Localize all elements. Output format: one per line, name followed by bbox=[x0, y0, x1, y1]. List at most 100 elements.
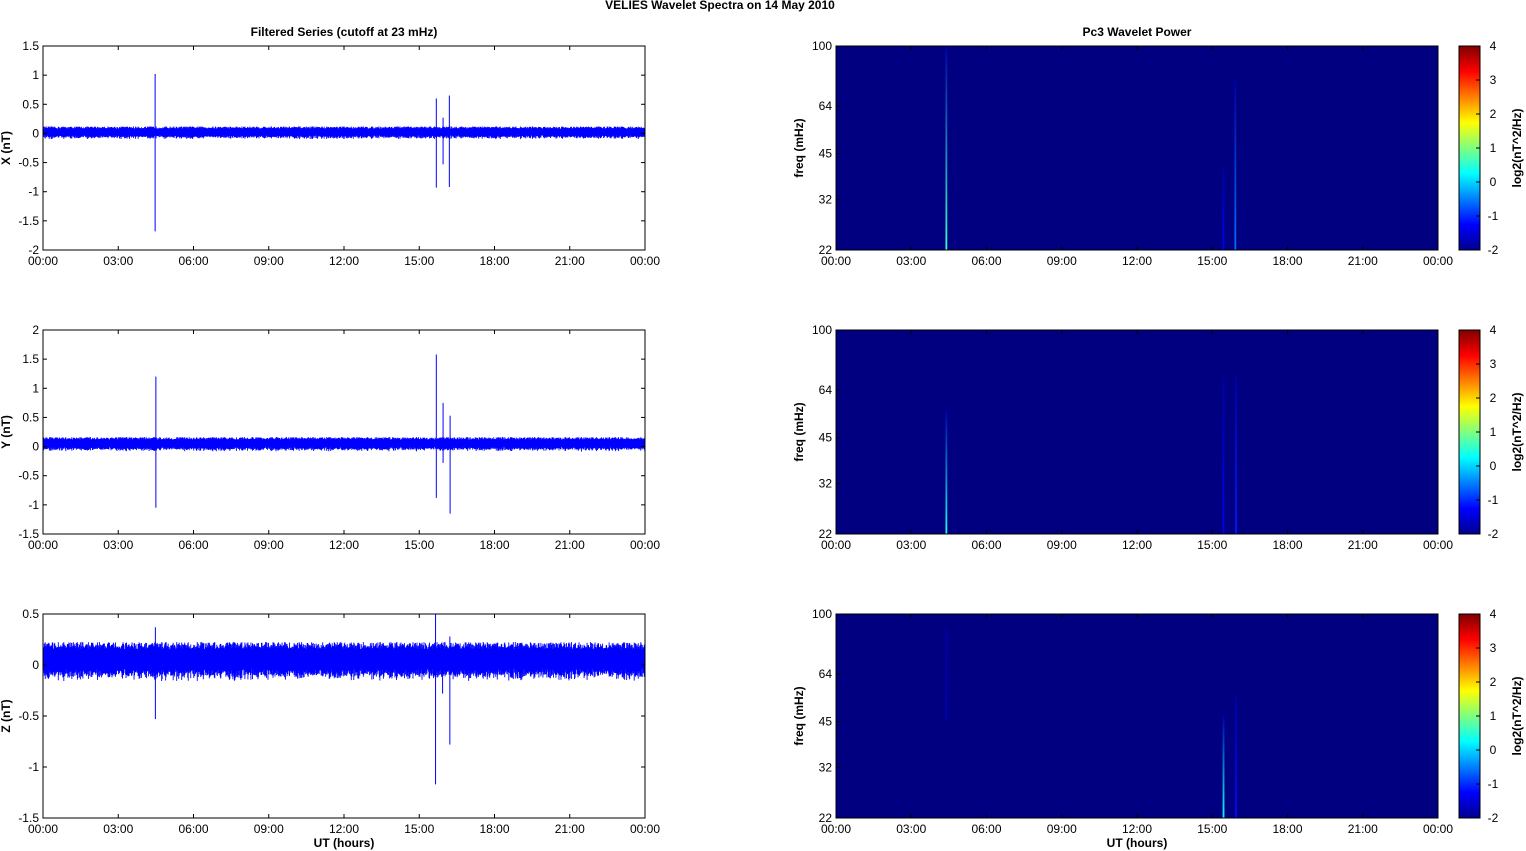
spectrogram-x-colorbar-tick-label: 4 bbox=[1490, 39, 1497, 53]
spectrogram-z-colorbar-tick-label: 3 bbox=[1490, 641, 1497, 655]
spectrogram-x-streak bbox=[1222, 169, 1225, 250]
spectrogram-y-ytick-label: 45 bbox=[819, 431, 833, 445]
spectrogram-y-background bbox=[836, 330, 1438, 534]
right-column-title: Pc3 Wavelet Power bbox=[1083, 25, 1192, 39]
series-z-xtick-label: 00:00 bbox=[28, 822, 58, 836]
spectrogram-z-xtick-label: 18:00 bbox=[1272, 822, 1302, 836]
series-z-xtick-label: 15:00 bbox=[404, 822, 434, 836]
series-y-xtick-label: 03:00 bbox=[103, 538, 133, 552]
series-x-ytick-label: -1 bbox=[28, 185, 39, 199]
spectrogram-y-xtick-label: 15:00 bbox=[1197, 538, 1227, 552]
spectrogram-x-xtick-label: 21:00 bbox=[1348, 254, 1378, 268]
spectrogram-z-xtick-label: 00:00 bbox=[821, 822, 851, 836]
spectrogram-z-xtick-label: 12:00 bbox=[1122, 822, 1152, 836]
series-x-xtick-label: 18:00 bbox=[479, 254, 509, 268]
spectrogram-y-xtick-label: 03:00 bbox=[896, 538, 926, 552]
spectrogram-z-ytick-label: 45 bbox=[819, 715, 833, 729]
spectrogram-y-ytick-label: 64 bbox=[819, 383, 833, 397]
spectrogram-y-colorbar-tick-label: 2 bbox=[1490, 391, 1497, 405]
series-z-ylabel: Z (nT) bbox=[0, 699, 13, 732]
series-x-panel: -2 -1.5 -1 -0.5 0 0.5 1 1.5 00:00 03:00 06:00 09:00… bbox=[0, 39, 660, 268]
spectrogram-z-colorbar-tick-label: 0 bbox=[1490, 743, 1497, 757]
spectrogram-z-xtick-label: 15:00 bbox=[1197, 822, 1227, 836]
spectrogram-z-xtick-label: 03:00 bbox=[896, 822, 926, 836]
spectrogram-x-ytick-label: 22 bbox=[819, 243, 833, 257]
spectrogram-x-xtick-label: 12:00 bbox=[1122, 254, 1152, 268]
spectrogram-x-ytick-label: 45 bbox=[819, 147, 833, 161]
spectrogram-z-streak bbox=[1222, 715, 1225, 818]
spectrogram-y-ytick-label: 22 bbox=[819, 527, 833, 541]
spectrogram-y-xtick-label: 12:00 bbox=[1122, 538, 1152, 552]
spectrogram-y-colorbar-tick-label: -1 bbox=[1488, 493, 1499, 507]
spectrogram-z-colorbar-tick-label: 2 bbox=[1490, 675, 1497, 689]
spectrogram-x-xtick-label: 03:00 bbox=[896, 254, 926, 268]
spectrogram-x-xtick-label: 06:00 bbox=[971, 254, 1001, 268]
spectrogram-x-xtick-label: 15:00 bbox=[1197, 254, 1227, 268]
series-z-xtick-label: 18:00 bbox=[479, 822, 509, 836]
series-z-xtick-label: 12:00 bbox=[329, 822, 359, 836]
series-x-xtick-label: 21:00 bbox=[555, 254, 585, 268]
series-y-xtick-label: 18:00 bbox=[479, 538, 509, 552]
spectrogram-z-xtick-label: 09:00 bbox=[1047, 822, 1077, 836]
series-y-xtick-label: 06:00 bbox=[178, 538, 208, 552]
series-x-xtick-label: 00:00 bbox=[630, 254, 660, 268]
series-x-ytick-label: 1.5 bbox=[22, 39, 39, 53]
spectrogram-z-xtick-label: 00:00 bbox=[1423, 822, 1453, 836]
series-y-ytick-label: 1.5 bbox=[22, 352, 39, 366]
series-z-ytick-label: 0 bbox=[32, 658, 39, 672]
spectrogram-x-xtick-label: 00:00 bbox=[1423, 254, 1453, 268]
spectrogram-y-ytick-label: 32 bbox=[819, 477, 833, 491]
spectrogram-x-colorbar-tick-label: 2 bbox=[1490, 107, 1497, 121]
series-x-trace bbox=[42, 126, 646, 140]
spectrogram-z-colorbar-tick-label: -1 bbox=[1488, 777, 1499, 791]
series-x-xtick-label: 09:00 bbox=[254, 254, 284, 268]
series-x-ytick-label: 0.5 bbox=[22, 97, 39, 111]
spectrogram-y-ylabel: freq (mHz) bbox=[792, 402, 806, 461]
spectrogram-x-colorbar-label: log2(nT^2/Hz) bbox=[1510, 108, 1524, 187]
series-y-ytick-label: -1.5 bbox=[18, 527, 39, 541]
spectrogram-z-colorbar-label: log2(nT^2/Hz) bbox=[1510, 676, 1524, 755]
spectrogram-x-colorbar-tick-label: 3 bbox=[1490, 73, 1497, 87]
spectrogram-x-streak bbox=[945, 46, 948, 250]
spectrogram-z-xtick-label: 21:00 bbox=[1348, 822, 1378, 836]
series-x-axes-frame bbox=[42, 45, 646, 251]
series-y-xtick-label: 15:00 bbox=[404, 538, 434, 552]
spectrogram-x-colorbar-tick-label: -1 bbox=[1488, 209, 1499, 223]
series-y-ytick-label: 0.5 bbox=[22, 410, 39, 424]
series-y-ytick-label: 0 bbox=[32, 440, 39, 454]
spectrogram-z-streak bbox=[945, 628, 948, 722]
spectrogram-x-colorbar-tick-label: 0 bbox=[1490, 175, 1497, 189]
series-x-ylabel: X (nT) bbox=[0, 131, 13, 165]
series-z-ytick-label: -1 bbox=[28, 760, 39, 774]
spectrogram-z-colorbar-tick-label: 1 bbox=[1490, 709, 1497, 723]
spectrogram-x-ytick-label: 100 bbox=[812, 39, 832, 53]
spectrogram-y-xtick-label: 00:00 bbox=[1423, 538, 1453, 552]
series-x-xtick-label: 00:00 bbox=[28, 254, 58, 268]
spectrogram-z-xtick-label: 06:00 bbox=[971, 822, 1001, 836]
series-x-xtick-label: 15:00 bbox=[404, 254, 434, 268]
spectrogram-x-ylabel: freq (mHz) bbox=[792, 118, 806, 177]
series-z-trace bbox=[42, 642, 646, 682]
series-x-ytick-label: -0.5 bbox=[18, 156, 39, 170]
spectrogram-y-xtick-label: 21:00 bbox=[1348, 538, 1378, 552]
spectrogram-z-colorbar-tick-label: 4 bbox=[1490, 607, 1497, 621]
left-column-title: Filtered Series (cutoff at 23 mHz) bbox=[251, 25, 438, 39]
series-z-xtick-label: 09:00 bbox=[254, 822, 284, 836]
series-x-ytick-label: 1 bbox=[32, 68, 39, 82]
series-y-trace bbox=[42, 437, 646, 452]
series-y-xtick-label: 21:00 bbox=[555, 538, 585, 552]
figure-title: VELIES Wavelet Spectra on 14 May 2010 bbox=[605, 0, 835, 12]
spectrogram-y-ytick-label: 100 bbox=[812, 323, 832, 337]
series-y-ytick-label: -0.5 bbox=[18, 469, 39, 483]
series-y-ytick-label: 2 bbox=[32, 323, 39, 337]
series-z-xtick-label: 06:00 bbox=[178, 822, 208, 836]
left-xlabel: UT (hours) bbox=[314, 836, 375, 850]
series-y-xtick-label: 12:00 bbox=[329, 538, 359, 552]
spectrogram-y-colorbar-tick-label: 0 bbox=[1490, 459, 1497, 473]
spectrogram-y-xtick-label: 09:00 bbox=[1047, 538, 1077, 552]
spectrogram-x-xtick-label: 09:00 bbox=[1047, 254, 1077, 268]
right-xlabel: UT (hours) bbox=[1107, 836, 1168, 850]
